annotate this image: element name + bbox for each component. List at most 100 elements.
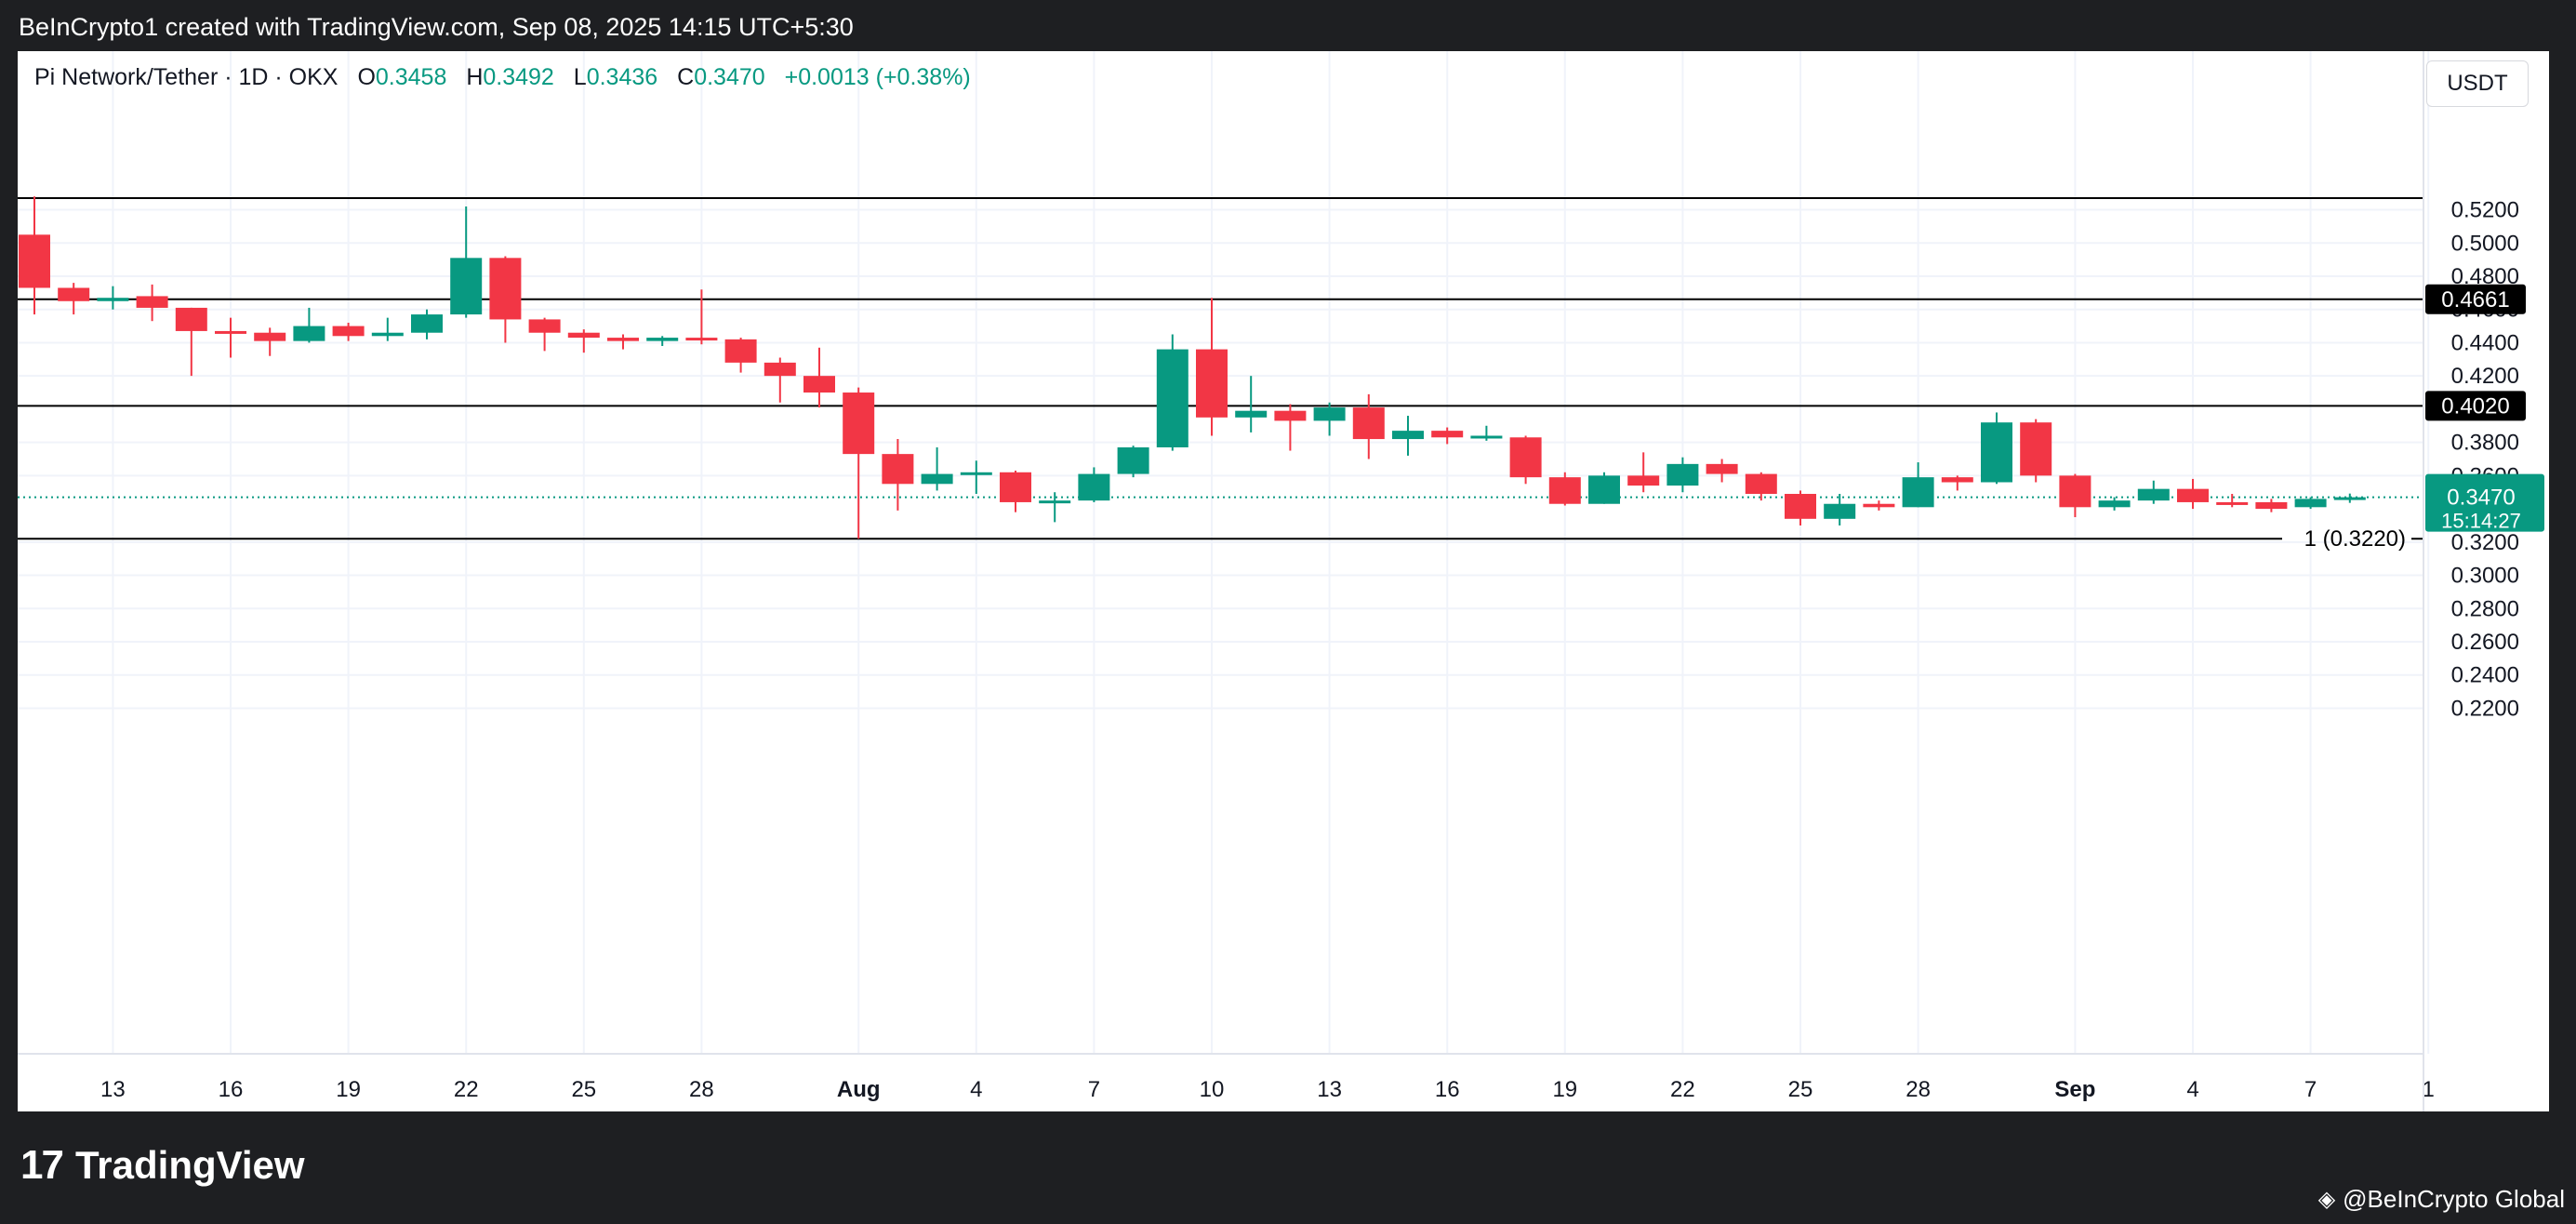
candle-layer (19, 196, 2366, 539)
candle-body (97, 298, 129, 301)
candle-body (58, 287, 90, 301)
symbol-legend: Pi Network/Tether · 1D · OKX O0.3458 H0.… (34, 64, 971, 91)
candle-body (2177, 488, 2209, 502)
candle-body (2098, 500, 2131, 508)
tradingview-logo[interactable]: 17 TradingView (20, 1142, 305, 1189)
x-tick-label: 4 (2186, 1077, 2198, 1102)
close-value: 0.3470 (694, 64, 765, 90)
high-value: 0.3492 (483, 64, 554, 90)
chart-panel[interactable]: 0.52000.50000.48000.46000.44000.42000.38… (18, 51, 2549, 1111)
tradingview-logo-text: TradingView (74, 1143, 305, 1187)
y-tick-label: 0.5000 (2451, 231, 2519, 256)
candle-body (1235, 410, 1268, 418)
candle-body (2059, 475, 2091, 508)
y-tick-label: 0.3200 (2451, 530, 2519, 555)
candle-body (2020, 422, 2052, 476)
fib-level-label: 1 (0.3220) (2304, 526, 2406, 552)
candle-body (2333, 497, 2366, 500)
candle-body (843, 392, 875, 455)
candlestick-chart[interactable]: 0.52000.50000.48000.46000.44000.42000.38… (18, 51, 2549, 1111)
x-tick-label: 22 (454, 1077, 479, 1102)
x-tick-label: 22 (1670, 1077, 1695, 1102)
candle-body (254, 332, 286, 341)
y-tick-label: 0.4400 (2451, 330, 2519, 355)
x-tick-label: 13 (100, 1077, 126, 1102)
currency-selector[interactable]: USDT (2426, 60, 2529, 107)
last-price-tag (2425, 473, 2544, 532)
candle-body (960, 472, 992, 475)
x-tick-label: 19 (336, 1077, 361, 1102)
x-tick-label: Sep (2054, 1077, 2095, 1102)
candle-body (1352, 407, 1385, 440)
close-label: C (677, 64, 695, 90)
candle-body (803, 376, 835, 393)
y-tick-label: 0.4200 (2451, 364, 2519, 389)
candle-body (921, 473, 953, 485)
open-label: O (357, 64, 376, 90)
x-tick-label: 25 (571, 1077, 596, 1102)
candle-body (1902, 477, 1934, 508)
y-tick-label: 0.2800 (2451, 596, 2519, 621)
candle-body (646, 338, 679, 341)
price-level-tag-label: 0.4020 (2441, 393, 2509, 419)
x-tick-label: 25 (1788, 1077, 1813, 1102)
high-label: H (466, 64, 484, 90)
grid-layer (18, 51, 2430, 1054)
candle-body (2255, 501, 2288, 510)
candle-body (567, 332, 600, 339)
candle-body (1785, 494, 1816, 519)
x-tick-label: 16 (1435, 1077, 1460, 1102)
credit-text: @BeInCrypto Global (2343, 1185, 2565, 1213)
tradingview-logo-icon: 17 (20, 1142, 64, 1188)
candle-body (1627, 475, 1660, 486)
candle-body (1078, 473, 1110, 501)
x-tick-label: Aug (837, 1077, 881, 1102)
candle-body (215, 330, 246, 334)
y-tick-label: 0.3800 (2451, 431, 2519, 456)
candle-body (1666, 463, 1699, 486)
candle-body (1509, 437, 1542, 478)
credit-line: ◈ @BeInCrypto Global (2318, 1185, 2565, 1214)
x-tick-label: 13 (1317, 1077, 1342, 1102)
candle-body (1824, 503, 1856, 519)
x-tick-label: 7 (1088, 1077, 1100, 1102)
candle-body (293, 326, 325, 341)
y-tick-label: 0.2600 (2451, 630, 2519, 655)
candle-body (371, 332, 404, 337)
y-tick-label: 0.2400 (2451, 663, 2519, 688)
candle-body (764, 362, 796, 377)
candle-body (1863, 503, 1895, 508)
x-tick-label: 10 (1200, 1077, 1225, 1102)
candle-body (528, 319, 561, 333)
last-price-value: 0.3470 (2447, 486, 2515, 511)
candle-body (1313, 407, 1346, 421)
candle-body (411, 314, 443, 333)
candle-body (2137, 488, 2170, 501)
candle-body (1745, 473, 1777, 495)
candle-body (1274, 410, 1307, 421)
candle-body (1196, 349, 1228, 418)
x-tick-label: 28 (689, 1077, 714, 1102)
low-label: L (573, 64, 587, 90)
x-tick-label: 16 (219, 1077, 244, 1102)
x-tick-label: 1 (2423, 1077, 2435, 1102)
change-value: +0.0013 (+0.38%) (784, 64, 971, 90)
diamond-icon: ◈ (2317, 1187, 2336, 1212)
candle-body (2294, 499, 2327, 508)
candle-body (1470, 435, 1503, 439)
candle-body (489, 258, 522, 320)
candle-body (1706, 463, 1738, 474)
y-tick-label: 0.2200 (2451, 696, 2519, 721)
candle-body (2216, 501, 2249, 505)
x-tick-label: 28 (1905, 1077, 1931, 1102)
x-tick-label: 4 (970, 1077, 982, 1102)
candle-body (1117, 446, 1149, 474)
candle-body (1156, 349, 1188, 447)
x-tick-label: 7 (2304, 1077, 2317, 1102)
candle-body (175, 307, 207, 331)
candle-body (1000, 472, 1031, 502)
y-tick-label: 0.5200 (2451, 198, 2519, 223)
candle-body (607, 338, 639, 341)
symbol-name[interactable]: Pi Network/Tether · 1D · OKX (34, 64, 339, 90)
